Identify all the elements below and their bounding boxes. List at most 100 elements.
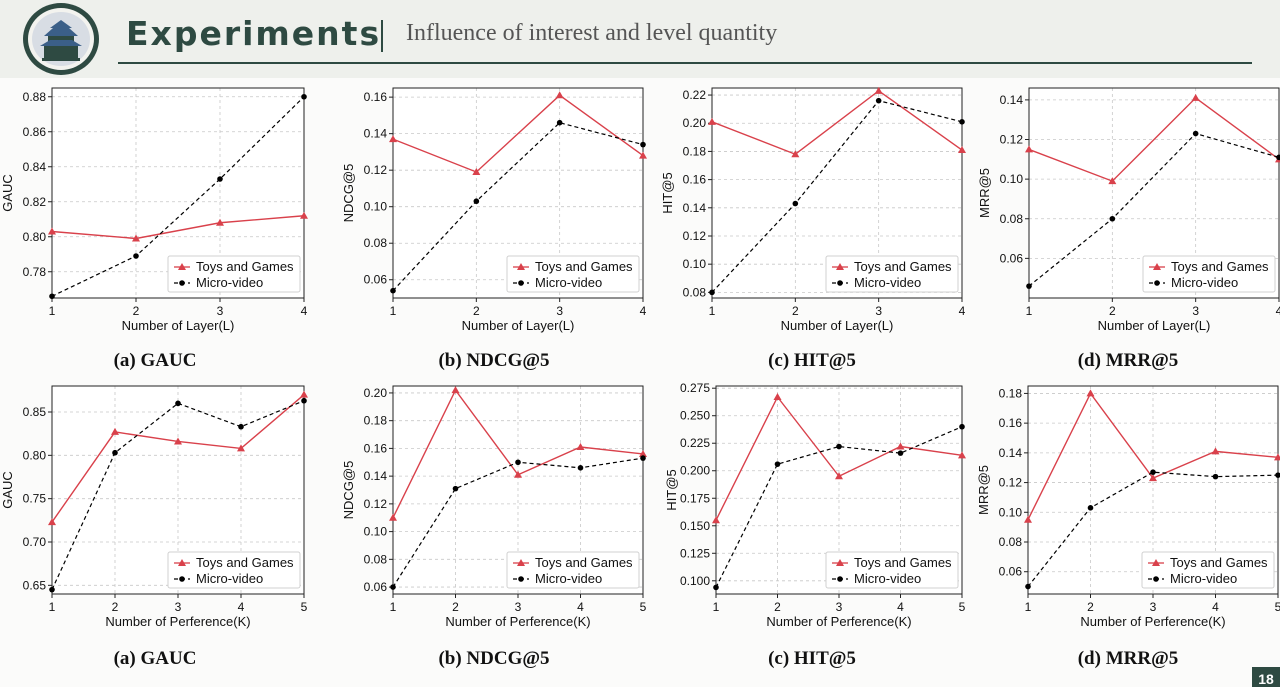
- x-tick-label: 1: [49, 600, 56, 614]
- data-point-toys: [1108, 177, 1117, 185]
- data-point-toys: [389, 135, 397, 143]
- data-point-toys: [1274, 453, 1280, 461]
- x-tick-label: 5: [1275, 600, 1280, 614]
- x-axis-label: Number of Layer(L): [462, 318, 575, 333]
- legend-box: [1142, 255, 1276, 293]
- x-tick-label: 4: [577, 600, 584, 614]
- legend-marker: [1152, 559, 1160, 566]
- x-tick-label: 1: [49, 304, 56, 318]
- legend-box: [1141, 551, 1275, 589]
- data-point-micro: [390, 584, 396, 590]
- x-tick-label: 2: [133, 304, 140, 318]
- y-tick-label: 0.175: [680, 491, 710, 505]
- y-tick-label: 0.08: [364, 236, 388, 250]
- chart-3: 1 2 3 4 0.08 0.10 0.12 0.14 0.16 0.18 0.20 0.22 Numb…: [660, 86, 966, 371]
- y-tick-label: 0.12: [364, 163, 388, 177]
- data-point-micro: [836, 443, 842, 450]
- data-point-toys: [451, 386, 460, 394]
- x-axis-label: Number of Perference(K): [105, 614, 250, 629]
- y-tick-label: 0.200: [680, 464, 710, 478]
- y-tick-label: 0.125: [680, 546, 710, 560]
- data-point-micro: [1026, 283, 1032, 289]
- y-tick-label: 0.06: [1000, 251, 1024, 265]
- data-point-toys: [555, 91, 564, 99]
- legend-marker: [836, 559, 844, 566]
- series-line-toys: [711, 89, 963, 156]
- data-point-micro: [175, 400, 181, 407]
- x-tick-label: 4: [640, 304, 647, 318]
- data-point-micro: [1212, 473, 1219, 480]
- data-point-toys: [300, 211, 308, 219]
- y-tick-label: 0.06: [364, 273, 388, 287]
- series-line-toys: [51, 215, 305, 240]
- legend-label: Micro-video: [535, 571, 602, 586]
- x-tick-label: 5: [301, 600, 308, 614]
- data-point-toys: [1149, 474, 1157, 482]
- series-line-micro: [711, 100, 963, 293]
- data-point-micro: [792, 200, 799, 207]
- data-point-micro: [1275, 472, 1280, 478]
- y-tick-label: 0.10: [364, 200, 388, 214]
- y-tick-label: 0.225: [680, 436, 710, 450]
- x-axis-label: Number of Layer(L): [1098, 318, 1211, 333]
- chart-2: 1 2 3 4 0.06 0.08 0.10 0.12 0.14 0.16 Number of La…: [341, 87, 647, 371]
- data-point-toys: [472, 168, 481, 175]
- data-point-toys: [111, 427, 119, 435]
- y-axis-label: GAUC: [0, 471, 15, 509]
- data-point-toys: [174, 437, 182, 445]
- university-emblem-icon: [23, 3, 99, 75]
- x-tick-label: 1: [713, 600, 720, 614]
- data-point-micro: [1025, 583, 1031, 590]
- legend-marker: [1154, 280, 1160, 286]
- data-point-toys: [712, 516, 720, 524]
- legend-marker: [837, 280, 843, 286]
- legend-label: Toys and Games: [196, 555, 294, 570]
- y-tick-label: 0.16: [364, 441, 388, 455]
- legend-label: Micro-video: [854, 571, 921, 586]
- legend-label: Micro-video: [196, 275, 263, 290]
- legend-marker: [518, 280, 524, 286]
- chart-7: 1 2 3 4 5 0.100 0.125 0.150 0.175 0.200 0.225 0.250…: [664, 381, 966, 669]
- data-point-toys: [791, 150, 800, 158]
- y-tick-label: 0.16: [683, 173, 707, 187]
- y-tick-label: 0.78: [23, 265, 47, 279]
- data-point-toys: [389, 513, 397, 521]
- y-tick-label: 0.75: [23, 492, 47, 506]
- x-axis-label: Number of Perference(K): [766, 614, 911, 629]
- y-tick-label: 0.20: [683, 116, 707, 130]
- x-tick-label: 3: [1192, 304, 1199, 318]
- plot-frame: [51, 87, 305, 299]
- y-tick-label: 0.70: [23, 535, 47, 549]
- x-tick-label: 1: [390, 600, 397, 614]
- x-tick-label: 2: [452, 600, 459, 614]
- legend-marker: [1153, 576, 1159, 582]
- data-point-micro: [515, 459, 521, 466]
- y-tick-label: 0.06: [999, 565, 1023, 579]
- data-point-micro: [301, 397, 307, 404]
- y-axis-label: MRR@5: [976, 465, 991, 515]
- legend-label: Toys and Games: [196, 259, 294, 274]
- y-tick-label: 0.88: [23, 90, 47, 104]
- x-tick-label: 3: [217, 304, 224, 318]
- series-line-micro: [51, 96, 305, 297]
- y-tick-label: 0.14: [683, 201, 707, 215]
- x-tick-label: 2: [1087, 600, 1094, 614]
- y-tick-label: 0.80: [23, 230, 47, 244]
- series-line-toys: [392, 94, 644, 173]
- x-tick-label: 3: [515, 600, 522, 614]
- x-tick-label: 3: [836, 600, 843, 614]
- y-tick-label: 0.14: [364, 469, 388, 483]
- legend-marker: [518, 576, 524, 582]
- y-tick-label: 0.14: [1000, 93, 1024, 107]
- series-line-micro: [51, 400, 305, 590]
- x-tick-label: 4: [238, 600, 245, 614]
- data-point-toys: [708, 117, 716, 125]
- series-line-toys: [1028, 96, 1280, 182]
- x-tick-label: 1: [709, 304, 716, 318]
- legend-marker: [178, 263, 186, 270]
- y-tick-label: 0.12: [1000, 133, 1024, 147]
- x-tick-label: 3: [556, 304, 563, 318]
- y-tick-label: 0.12: [683, 229, 707, 243]
